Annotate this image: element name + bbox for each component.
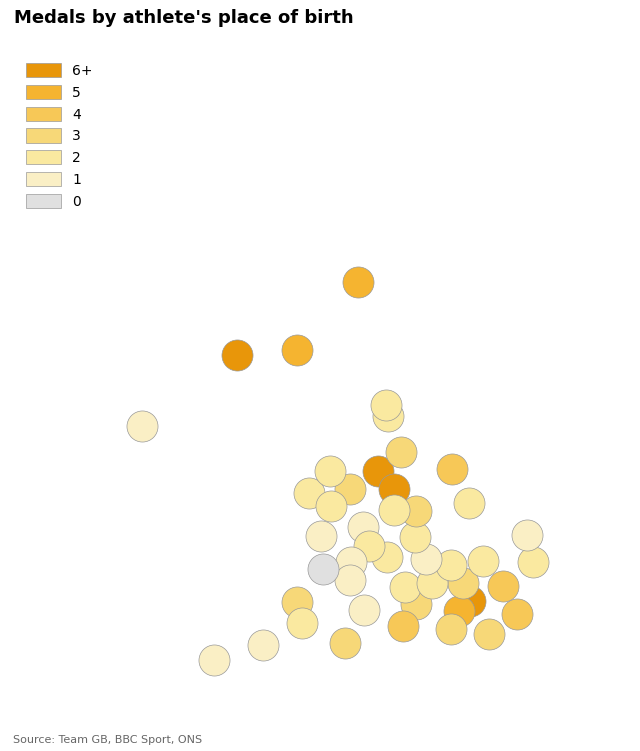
Point: [372, 465, 383, 477]
Point: [410, 505, 420, 517]
Point: [358, 521, 368, 533]
Point: [382, 550, 392, 562]
Point: [345, 483, 355, 495]
Point: [458, 578, 468, 590]
Point: [400, 581, 410, 593]
Point: [420, 553, 431, 565]
Point: [478, 555, 488, 567]
Point: [137, 420, 147, 432]
Point: [447, 463, 457, 475]
Point: [209, 654, 220, 666]
Point: [316, 530, 326, 542]
Point: [528, 556, 538, 568]
Point: [445, 623, 456, 635]
Point: [410, 530, 420, 542]
Point: [522, 529, 532, 541]
Point: [411, 598, 421, 610]
Point: [498, 580, 508, 592]
Point: [463, 497, 474, 509]
Point: [512, 608, 522, 620]
Point: [346, 556, 356, 568]
Point: [454, 605, 464, 617]
Point: [388, 504, 399, 516]
Legend: 6+, 5, 4, 3, 2, 1, 0: 6+, 5, 4, 3, 2, 1, 0: [20, 58, 98, 214]
Point: [292, 596, 302, 608]
Point: [445, 559, 456, 572]
Point: [345, 575, 355, 587]
Point: [258, 638, 268, 650]
Point: [318, 563, 328, 575]
Point: [232, 349, 242, 361]
Point: [303, 487, 314, 499]
Point: [340, 637, 350, 649]
Point: [359, 605, 369, 617]
Point: [353, 276, 364, 288]
Point: [465, 595, 475, 607]
Point: [381, 400, 391, 412]
Point: [398, 620, 408, 632]
Point: [383, 410, 393, 422]
Point: [325, 465, 335, 477]
Point: [364, 539, 374, 551]
Text: Source: Team GB, BBC Sport, ONS: Source: Team GB, BBC Sport, ONS: [13, 735, 202, 746]
Point: [325, 499, 335, 511]
Text: Medals by athlete's place of birth: Medals by athlete's place of birth: [14, 9, 353, 27]
Point: [292, 344, 302, 356]
Point: [427, 578, 437, 590]
Point: [388, 483, 399, 495]
Point: [484, 628, 495, 640]
Point: [297, 617, 307, 629]
Point: [396, 446, 406, 458]
